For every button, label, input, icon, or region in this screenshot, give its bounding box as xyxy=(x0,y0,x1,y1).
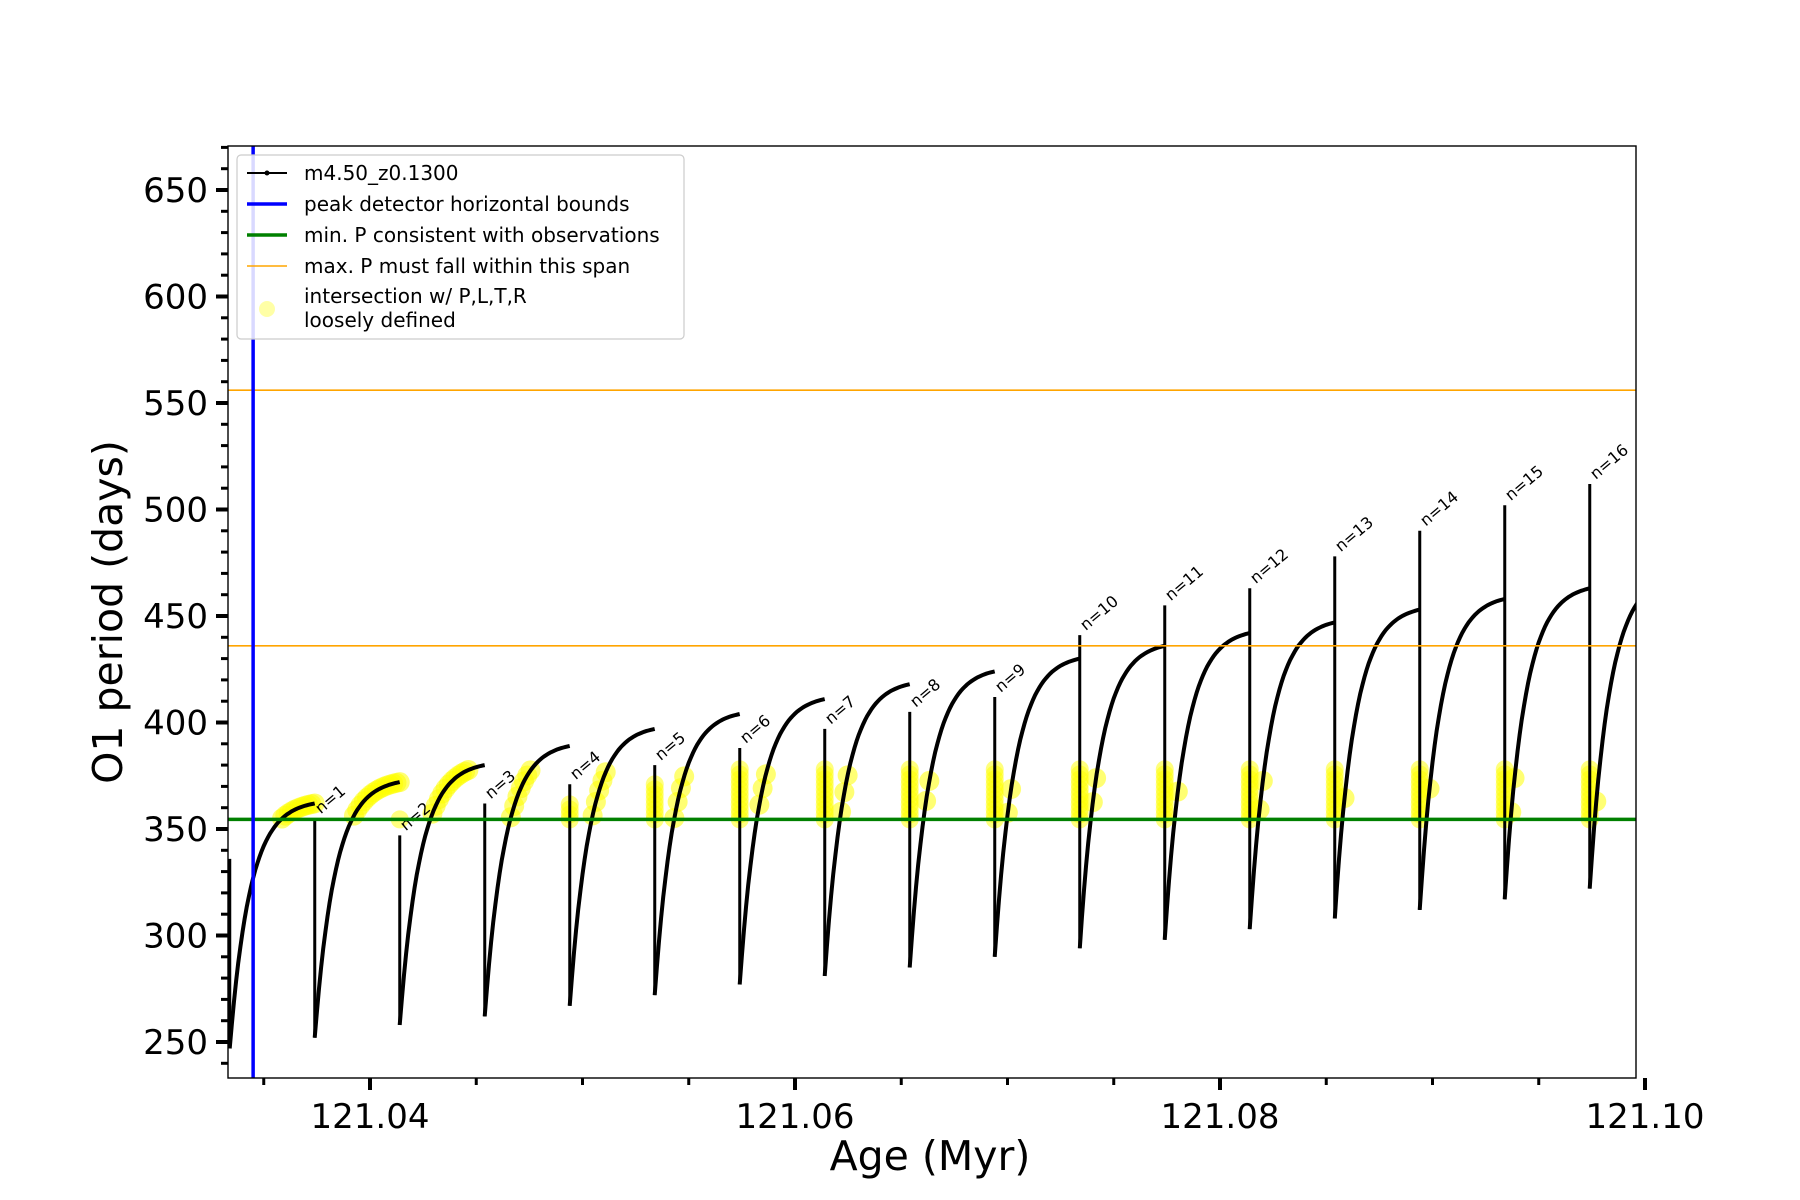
series-arch xyxy=(1332,607,1421,919)
legend-label: min. P consistent with observations xyxy=(304,223,660,247)
legend-swatch-intersection xyxy=(259,301,275,317)
y-tick-label: 550 xyxy=(143,384,208,424)
y-tick-label: 300 xyxy=(143,917,208,957)
series-arch xyxy=(907,669,996,968)
series-arch xyxy=(737,697,826,985)
y-tick-label: 500 xyxy=(143,491,208,531)
intersection-marker xyxy=(389,772,410,793)
legend-label: loosely defined xyxy=(304,308,456,332)
x-tick-label: 121.06 xyxy=(736,1097,855,1137)
y-tick-label: 400 xyxy=(143,704,208,744)
plot-frame xyxy=(227,145,1637,1079)
x-tick-label: 121.10 xyxy=(1586,1097,1705,1137)
series-arch xyxy=(1162,631,1251,940)
y-tick-label: 250 xyxy=(143,1023,208,1063)
y-axis-title: O1 period (days) xyxy=(84,440,132,784)
legend-label: intersection w/ P,L,T,R xyxy=(304,284,527,308)
series-arch xyxy=(652,712,741,996)
series-arch xyxy=(992,656,1081,957)
y-tick-label: 650 xyxy=(143,171,208,211)
series-arch xyxy=(1502,586,1591,900)
series-arch xyxy=(397,763,486,1026)
y-tick-label: 600 xyxy=(143,278,208,318)
series-arch xyxy=(228,801,316,1049)
legend-label: peak detector horizontal bounds xyxy=(304,192,630,216)
x-tick-label: 121.04 xyxy=(311,1097,430,1137)
intersection-marker xyxy=(304,793,325,814)
series-arch xyxy=(312,780,401,1038)
x-tick-label: 121.08 xyxy=(1161,1097,1280,1137)
y-tick-label: 350 xyxy=(143,810,208,850)
axis-layer: 121.04121.06121.08121.10121.12121.142503… xyxy=(143,145,1705,1137)
y-tick-label: 450 xyxy=(143,597,208,637)
legend-swatch-marker xyxy=(264,170,270,176)
series-arch xyxy=(567,726,656,1006)
legend-label: max. P must fall within this span xyxy=(304,254,630,278)
series-arch xyxy=(1077,643,1166,949)
legend-label: m4.50_z0.1300 xyxy=(304,161,459,185)
x-axis-title: Age (Myr) xyxy=(830,1132,1031,1180)
series-arch xyxy=(1247,620,1336,930)
series-m4.50_z0.1300 xyxy=(228,483,1636,1049)
series-arch xyxy=(482,743,571,1017)
series-arch xyxy=(822,682,911,977)
series-arch xyxy=(1417,597,1506,911)
plot-layer: n=1 n=2n=3n=4n=5 n=6n=7 n=8 n=9n=10n=11 n=12n… xyxy=(228,146,1636,1078)
series-arch xyxy=(1587,601,1636,889)
legend-box xyxy=(236,154,685,340)
